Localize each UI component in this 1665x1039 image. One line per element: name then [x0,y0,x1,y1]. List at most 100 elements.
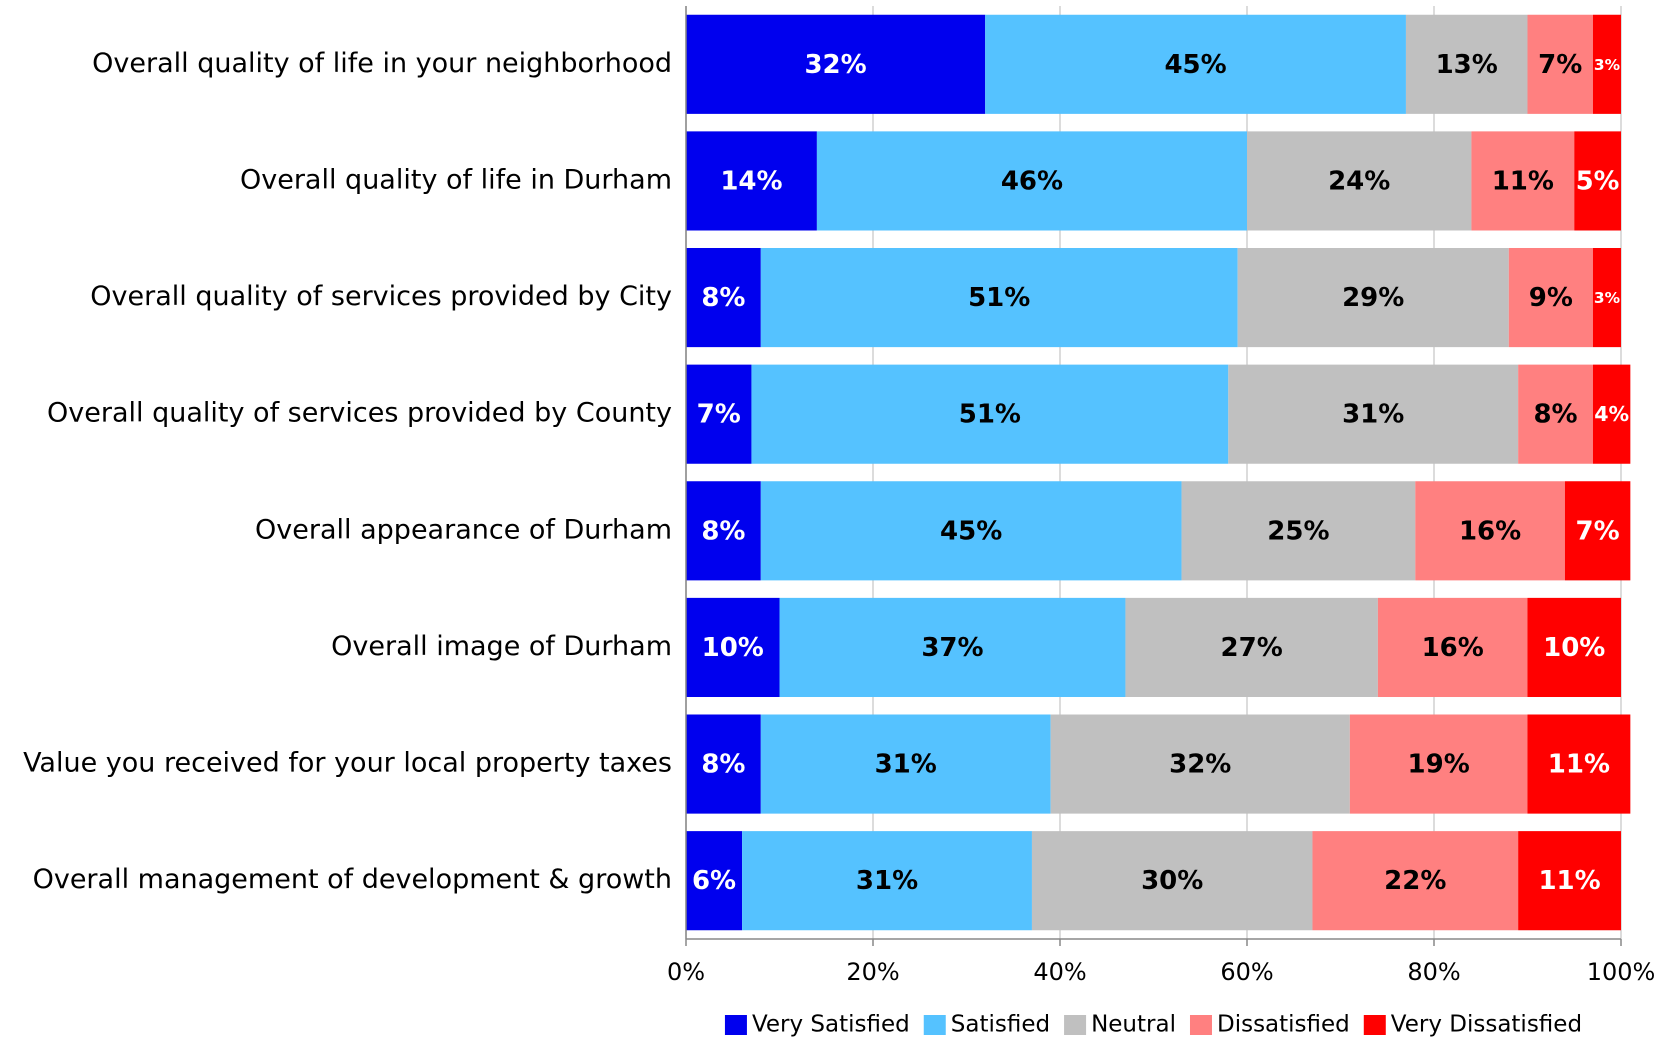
bar-segment [1592,247,1621,348]
value-label: 4% [1594,402,1629,426]
category-label: Overall quality of life in Durham [240,164,672,195]
value-label: 45% [1164,50,1226,80]
bar-segment [1592,364,1631,464]
value-label: 11% [1538,866,1600,896]
value-label: 30% [1141,866,1203,896]
bar-segment [686,14,986,114]
category-label: Value you received for your local proper… [23,748,672,779]
bar-segment [1564,481,1631,581]
bar-segment [1247,131,1472,231]
value-label: 8% [701,750,745,780]
bar-segment [686,597,780,698]
legend-swatch [724,1015,747,1035]
bar-segment [985,14,1406,114]
bar-segment [1181,481,1416,581]
value-label: 16% [1422,633,1484,663]
bar-segment [1405,14,1528,114]
bar-segment [1228,364,1519,464]
x-tick-label: 100% [1587,958,1656,986]
bar-segment [1574,131,1621,231]
value-label: 29% [1342,283,1404,313]
bar-segment [1527,714,1631,814]
legend-label: Very Dissatisfied [1391,1012,1582,1038]
value-label: 10% [702,633,764,663]
value-label: 7% [697,400,741,430]
bar-segment [1518,831,1621,931]
category-label: Overall appearance of Durham [255,514,672,545]
value-label: 24% [1328,166,1390,196]
bar-segment [1527,597,1621,698]
category-label: Overall quality of services provided by … [90,281,672,312]
bar-segment [742,831,1032,931]
legend-label: Satisfied [951,1012,1050,1038]
value-label: 51% [959,400,1021,430]
value-label: 31% [856,866,918,896]
value-label: 31% [1342,400,1404,430]
value-label: 3% [1594,289,1620,307]
bar-segment [1237,247,1509,348]
legend-label: Very Satisfied [752,1012,910,1038]
bar-segment [686,714,761,814]
bar-segment [1518,364,1593,464]
value-label: 6% [692,866,736,896]
bar-segment [1050,714,1350,814]
bar-segment [1031,831,1313,931]
value-label: 7% [1538,50,1582,80]
value-label: 3% [1594,56,1620,74]
bar-segment [1471,131,1575,231]
legend-label: Neutral [1091,1012,1176,1038]
value-label: 9% [1529,283,1573,313]
legend-swatch [1064,1015,1087,1035]
value-label: 5% [1576,166,1620,196]
value-label: 32% [804,50,866,80]
category-label: Overall image of Durham [331,631,672,662]
bar-segment [760,481,1182,581]
legend-swatch [1363,1015,1386,1035]
bar-segment [1312,831,1519,931]
category-label: Overall management of development & grow… [33,864,672,895]
x-tick-label: 20% [846,958,899,986]
value-label: 7% [1576,516,1620,546]
bar-segment [686,481,761,581]
bar-segment [760,714,1051,814]
bar-segment [1415,481,1565,581]
value-label: 19% [1408,750,1470,780]
bar-segment [779,597,1126,698]
bar-segment [1125,597,1378,698]
bar-segment [686,831,743,931]
value-label: 14% [720,166,782,196]
bar-segment [1527,14,1593,114]
value-label: 8% [1533,400,1577,430]
value-label: 32% [1169,750,1231,780]
value-label: 27% [1221,633,1283,663]
category-label: Overall quality of life in your neighbor… [92,48,672,79]
x-tick-label: 40% [1033,958,1086,986]
value-label: 51% [968,283,1030,313]
legend-swatch [1189,1015,1212,1035]
x-tick-label: 0% [667,958,705,986]
value-label: 10% [1543,633,1605,663]
value-label: 11% [1548,750,1610,780]
x-tick-label: 60% [1220,958,1273,986]
value-label: 25% [1267,516,1329,546]
bar-segment [760,247,1238,348]
bar-segment [1592,14,1621,114]
value-label: 13% [1436,50,1498,80]
bar-segment [751,364,1229,464]
value-label: 8% [701,283,745,313]
bar-segment [686,131,817,231]
bar-segment [1508,247,1593,348]
legend-swatch [923,1015,946,1035]
value-label: 16% [1459,516,1521,546]
value-label: 37% [921,633,983,663]
value-label: 22% [1384,866,1446,896]
value-label: 11% [1492,166,1554,196]
x-tick-label: 80% [1407,958,1460,986]
value-label: 45% [940,516,1002,546]
bar-segment [686,364,752,464]
bar-segment [686,247,761,348]
legend: Very Satisfied Satisfied Neutral Dissatisfi… [724,1012,1582,1038]
legend-label: Dissatisfied [1217,1012,1350,1038]
bar-segment [1349,714,1528,814]
